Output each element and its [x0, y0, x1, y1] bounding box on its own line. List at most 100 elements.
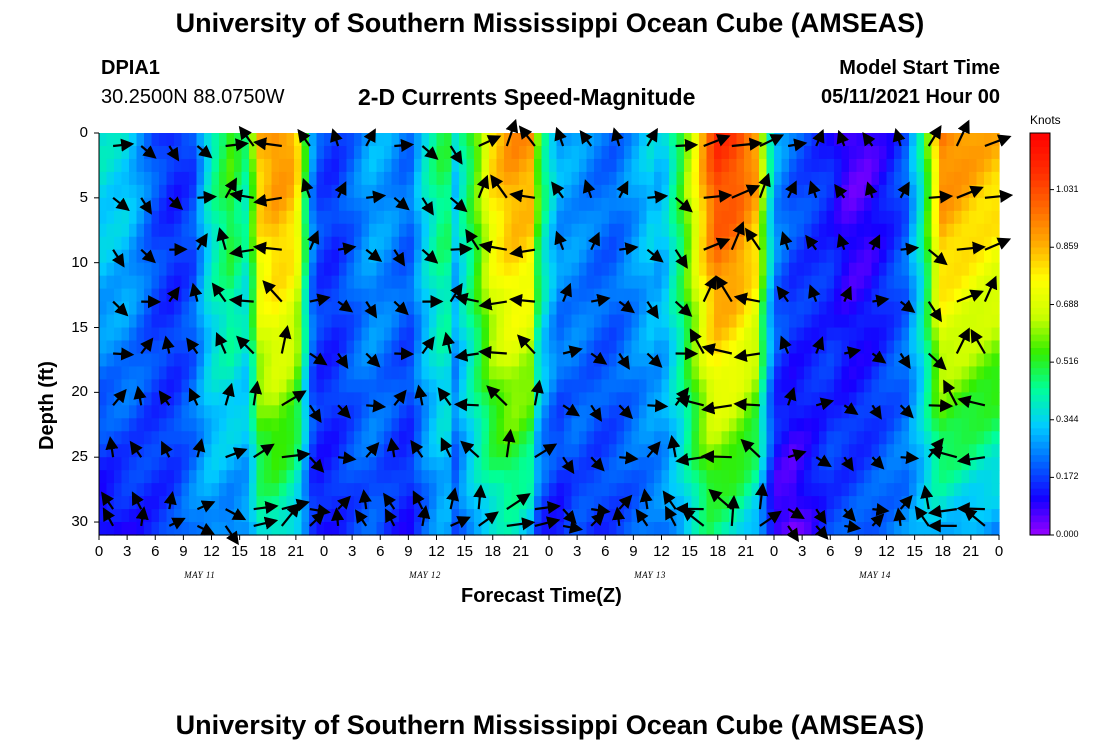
heatmap-cell: [946, 340, 955, 355]
heatmap-cell: [751, 470, 760, 484]
heatmap-cell: [294, 431, 303, 445]
heatmap-cell: [166, 366, 175, 380]
heatmap-cell: [856, 431, 865, 445]
heatmap-cell: [894, 366, 903, 380]
heatmap-cell: [384, 353, 393, 368]
x-tick-label: 21: [737, 543, 755, 560]
colorbar-tick-label: 0.688: [1056, 298, 1079, 309]
heatmap-cell: [294, 340, 303, 355]
current-arrow: [478, 240, 507, 254]
heatmap-cell: [939, 379, 948, 393]
heatmap-cell: [939, 327, 948, 342]
heatmap-cell: [114, 158, 123, 173]
heatmap-cell: [174, 223, 183, 238]
heatmap-cell: [354, 379, 363, 393]
heatmap-cell: [796, 353, 805, 368]
heatmap-cell: [894, 262, 903, 277]
heatmap-cell: [346, 509, 355, 523]
heatmap-cell: [159, 522, 168, 536]
heatmap-cell: [616, 223, 625, 238]
heatmap-cell: [526, 184, 535, 199]
current-arrow: [689, 328, 705, 355]
heatmap-cell: [639, 457, 648, 471]
heatmap-cell: [136, 133, 145, 147]
heatmap-cell: [789, 288, 798, 303]
heatmap-cell: [894, 522, 903, 536]
heatmap-cell: [721, 509, 730, 523]
heatmap-cell: [586, 496, 595, 510]
heatmap-cell: [796, 483, 805, 497]
current-arrow: [158, 390, 172, 406]
heatmap-cell: [151, 223, 160, 238]
heatmap-cell: [594, 522, 603, 536]
heatmap-cell: [301, 418, 310, 432]
heatmap-cell: [939, 197, 948, 212]
heatmap-cell: [391, 314, 400, 329]
heatmap-cell: [226, 483, 235, 497]
heatmap-cell: [661, 522, 670, 536]
colorbar-step: [1030, 179, 1050, 188]
heatmap-cell: [421, 496, 430, 510]
heatmap-cell: [489, 262, 498, 277]
heatmap-cell: [594, 223, 603, 238]
heatmap-cell: [429, 509, 438, 523]
current-arrow: [956, 452, 986, 466]
heatmap-cell: [841, 275, 850, 290]
heatmap-cell: [871, 145, 880, 160]
heatmap-cell: [421, 262, 430, 277]
heatmap-cell: [526, 418, 535, 432]
heatmap-cell: [181, 509, 190, 523]
heatmap-cell: [639, 340, 648, 355]
heatmap-cell: [819, 470, 828, 484]
heatmap-cell: [541, 405, 550, 419]
heatmap-cell: [459, 340, 468, 355]
heatmap-cell: [924, 210, 933, 225]
heatmap-cell: [819, 301, 828, 316]
heatmap-cell: [736, 509, 745, 523]
heatmap-cell: [669, 379, 678, 393]
heatmap-cell: [504, 509, 513, 523]
heatmap-cell: [976, 262, 985, 277]
heatmap-cell: [444, 431, 453, 445]
current-arrow: [839, 285, 852, 303]
heatmap-cell: [414, 483, 423, 497]
current-arrow: [869, 404, 882, 420]
heatmap-cell: [984, 184, 993, 199]
heatmap-cell: [354, 496, 363, 510]
heatmap-cell: [601, 405, 610, 419]
heatmap-cell: [511, 223, 520, 238]
heatmap-cell: [234, 197, 243, 212]
heatmap-cell: [736, 522, 745, 536]
heatmap-cell: [901, 133, 910, 147]
heatmap-cell: [886, 444, 895, 458]
heatmap-cell: [459, 301, 468, 316]
colorbar-step: [1030, 407, 1050, 415]
heatmap-cell: [849, 392, 858, 406]
colorbar-unit: Knots: [1030, 113, 1061, 127]
heatmap-cell: [909, 171, 918, 186]
heatmap-cell: [916, 210, 925, 225]
heatmap-cell: [871, 522, 880, 536]
heatmap-cell: [864, 262, 873, 277]
heatmap-cell: [984, 483, 993, 497]
heatmap-cell: [991, 197, 1000, 212]
heatmap-cell: [556, 314, 565, 329]
heatmap-cell: [721, 418, 730, 432]
heatmap-cell: [571, 353, 580, 368]
heatmap-cell: [939, 405, 948, 419]
heatmap-cell: [106, 301, 115, 316]
heatmap-cell: [954, 262, 963, 277]
heatmap-cell: [721, 249, 730, 264]
heatmap-cell: [451, 275, 460, 290]
current-arrow: [215, 331, 228, 354]
heatmap-cell: [864, 236, 873, 251]
heatmap-cell: [241, 249, 250, 264]
heatmap-cell: [729, 327, 738, 342]
heatmap-cell: [654, 392, 663, 406]
heatmap-cell: [601, 184, 610, 199]
x-tick-label: 6: [151, 543, 160, 560]
heatmap-cell: [399, 483, 408, 497]
heatmap-cell: [526, 457, 535, 471]
heatmap-cell: [579, 210, 588, 225]
heatmap-cell: [736, 133, 745, 147]
